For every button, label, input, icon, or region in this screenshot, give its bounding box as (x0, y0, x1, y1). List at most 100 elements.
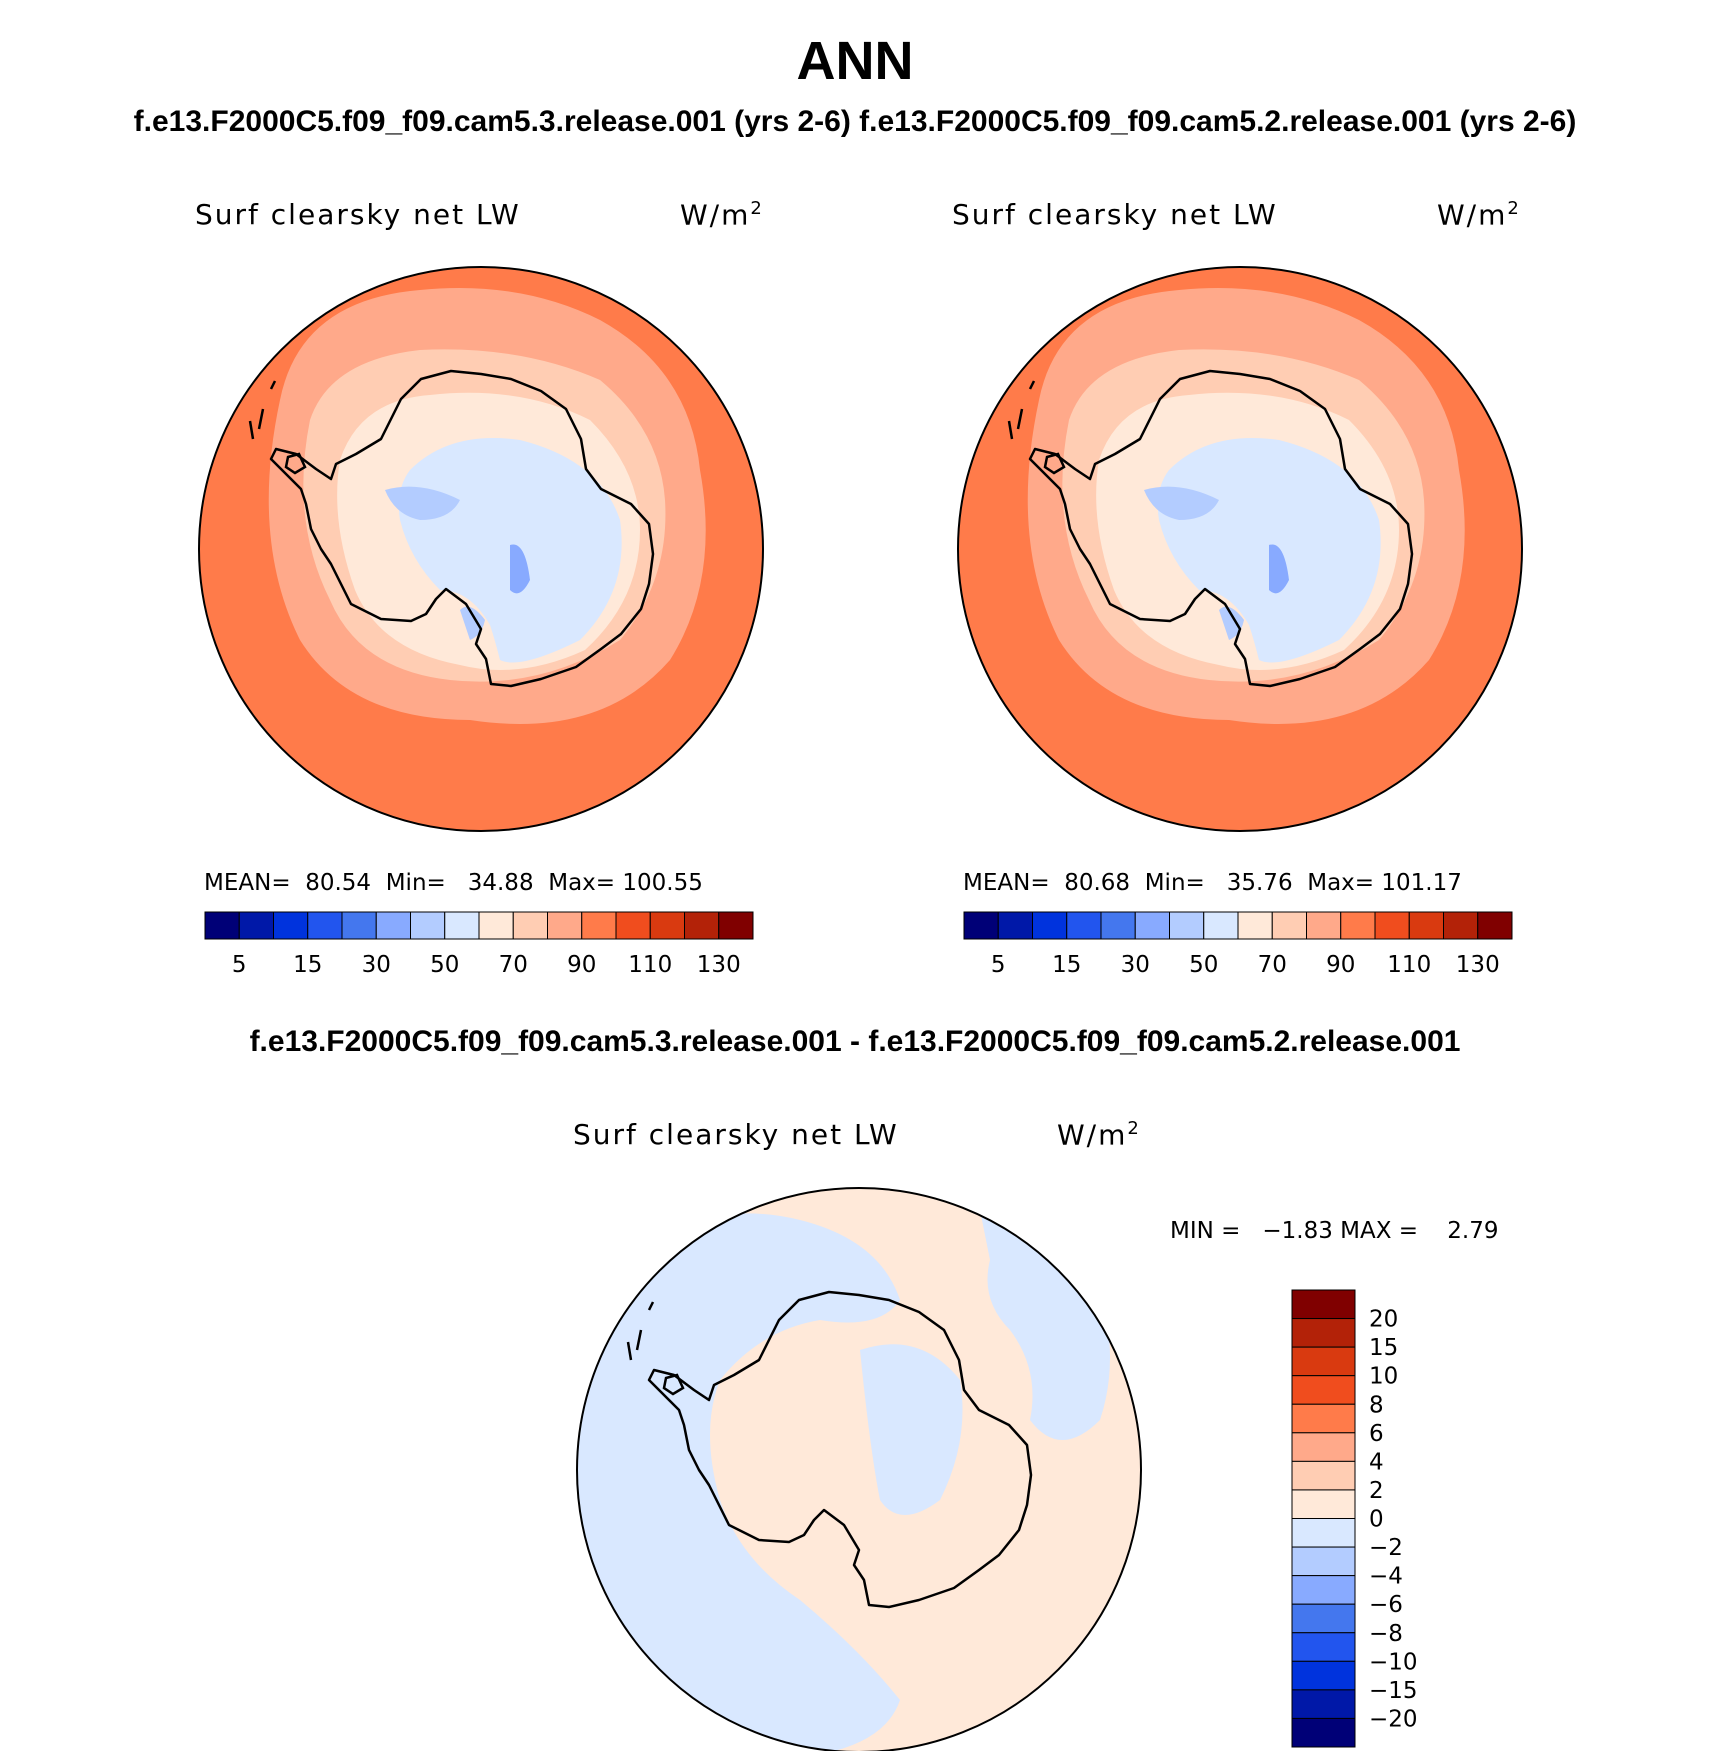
colorbar-swatch (1032, 911, 1068, 940)
colorbar-tick-label: 15 (1369, 1335, 1398, 1361)
colorbar-swatch (1291, 1546, 1356, 1577)
colorbar-swatch (649, 911, 685, 940)
colorbar-swatch (1408, 911, 1444, 940)
colorbar-panel-1: 5 15 30 50 70 90 110 130 (204, 911, 754, 978)
colorbar-tick-label: −4 (1369, 1564, 1403, 1590)
colorbar-tick-label: 110 (1387, 952, 1431, 978)
colorbar-tick-label: 30 (362, 952, 391, 978)
colorbar-swatch (1477, 911, 1513, 940)
colorbar-swatch (1291, 1575, 1356, 1605)
difference-variable: Surf clearsky net LW (573, 1118, 899, 1151)
colorbar-tick-label: 15 (1052, 952, 1081, 978)
colorbar-tick-label: 90 (1326, 952, 1355, 978)
colorbar-swatch (1291, 1632, 1356, 1662)
map-panel-1 (198, 266, 764, 832)
colorbar-swatch (512, 911, 548, 940)
colorbar-swatch (1291, 1346, 1356, 1377)
colorbar-tick-label: 6 (1369, 1421, 1384, 1447)
panel-1-stats: MEAN= 80.54 Min= 34.88 Max= 100.55 (204, 870, 703, 896)
interior-low-region (1144, 486, 1219, 520)
colorbar-swatch (478, 911, 514, 940)
colorbar-tick-label: 130 (1456, 952, 1500, 978)
colorbar-swatch (410, 911, 446, 940)
ross-low-region (460, 606, 485, 640)
figure-title: ANN (796, 31, 914, 91)
interior-lowest-region (510, 544, 530, 594)
colorbar-tick-label: 30 (1121, 952, 1150, 978)
colorbar-swatch (444, 911, 480, 940)
colorbar-swatch (581, 911, 617, 940)
colorbar-swatch (1291, 1603, 1356, 1634)
colorbar-swatch (1291, 1518, 1356, 1548)
interior-lowest-region (1269, 544, 1289, 594)
colorbar-swatch (1291, 1318, 1356, 1348)
colorbar-tick-label: 130 (697, 952, 741, 978)
colorbar-tick-label: −15 (1369, 1678, 1418, 1704)
difference-subtitle: f.e13.F2000C5.f09_f09.cam5.3.release.001… (249, 1025, 1461, 1058)
colorbar-swatch (997, 911, 1033, 940)
colorbar-tick-label: 5 (232, 952, 247, 978)
colorbar-tick-label: 110 (628, 952, 672, 978)
models-subtitle: f.e13.F2000C5.f09_f09.cam5.3.release.001… (133, 105, 1577, 138)
colorbar-panel-2: 5 15 30 50 70 90 110 130 (963, 911, 1513, 978)
colorbar-swatch (1134, 911, 1170, 940)
colorbar-swatch (273, 911, 309, 940)
colorbar-swatch (1291, 1689, 1356, 1719)
colorbar-tick-label: 10 (1369, 1364, 1398, 1390)
colorbar-tick-label: 2 (1369, 1478, 1384, 1504)
difference-units: W/m2 (1057, 1118, 1141, 1152)
colorbar-swatch (547, 911, 583, 940)
colorbar-swatch (1169, 911, 1205, 940)
colorbar-swatch (375, 911, 411, 940)
colorbar-tick-label: 20 (1369, 1307, 1398, 1333)
colorbar-swatch (1291, 1460, 1356, 1491)
panel-1-units: W/m2 (680, 198, 764, 232)
colorbar-swatch (1203, 911, 1239, 940)
colorbar-tick-label: −10 (1369, 1649, 1418, 1675)
colorbar-swatch (1291, 1660, 1356, 1691)
colorbar-swatch (204, 911, 240, 940)
colorbar-tick-label: 0 (1369, 1507, 1384, 1533)
diff-negative-area (577, 1213, 900, 1751)
colorbar-swatch (1340, 911, 1376, 940)
colorbar-tick-label: −2 (1369, 1535, 1403, 1561)
colorbar-swatch (341, 911, 377, 940)
map-panel-difference (576, 1187, 1142, 1751)
colorbar-tick-label: 90 (567, 952, 596, 978)
colorbar-swatch (1100, 911, 1136, 940)
colorbar-swatch (1306, 911, 1342, 940)
colorbar-swatch (1291, 1403, 1356, 1434)
colorbar-tick-label: 5 (991, 952, 1006, 978)
colorbar-swatch (1237, 911, 1273, 940)
colorbar-swatch (307, 911, 343, 940)
colorbar-tick-label: 70 (499, 952, 528, 978)
colorbar-tick-label: −6 (1369, 1592, 1403, 1618)
colorbar-swatch (1291, 1489, 1356, 1519)
colorbar-swatch (615, 911, 651, 940)
colorbar-swatch (718, 911, 754, 940)
colorbar-tick-label: 4 (1369, 1449, 1384, 1475)
colorbar-tick-label: −20 (1369, 1706, 1418, 1732)
panel-1-variable: Surf clearsky net LW (195, 198, 521, 231)
colorbar-swatch (1291, 1432, 1356, 1462)
colorbar-swatch (1374, 911, 1410, 940)
colorbar-swatch (1291, 1717, 1356, 1748)
panel-2-variable: Surf clearsky net LW (952, 198, 1278, 231)
colorbar-tick-label: 70 (1258, 952, 1287, 978)
colorbar-tick-label: −8 (1369, 1621, 1403, 1647)
colorbar-swatch (1291, 1375, 1356, 1405)
colorbar-tick-label: 50 (430, 952, 459, 978)
colorbar-swatch (1271, 911, 1307, 940)
colorbar-swatch (684, 911, 720, 940)
interior-low-region (385, 486, 460, 520)
colorbar-swatch (238, 911, 274, 940)
colorbar-tick-label: 50 (1189, 952, 1218, 978)
diff-negative-interior (860, 1344, 963, 1515)
panel-2-stats: MEAN= 80.68 Min= 35.76 Max= 101.17 (963, 870, 1462, 896)
colorbar-tick-label: 15 (293, 952, 322, 978)
colorbar-swatch (1443, 911, 1479, 940)
difference-range: MIN = −1.83 MAX = 2.79 (1170, 1218, 1499, 1244)
map-panel-2 (957, 266, 1523, 832)
